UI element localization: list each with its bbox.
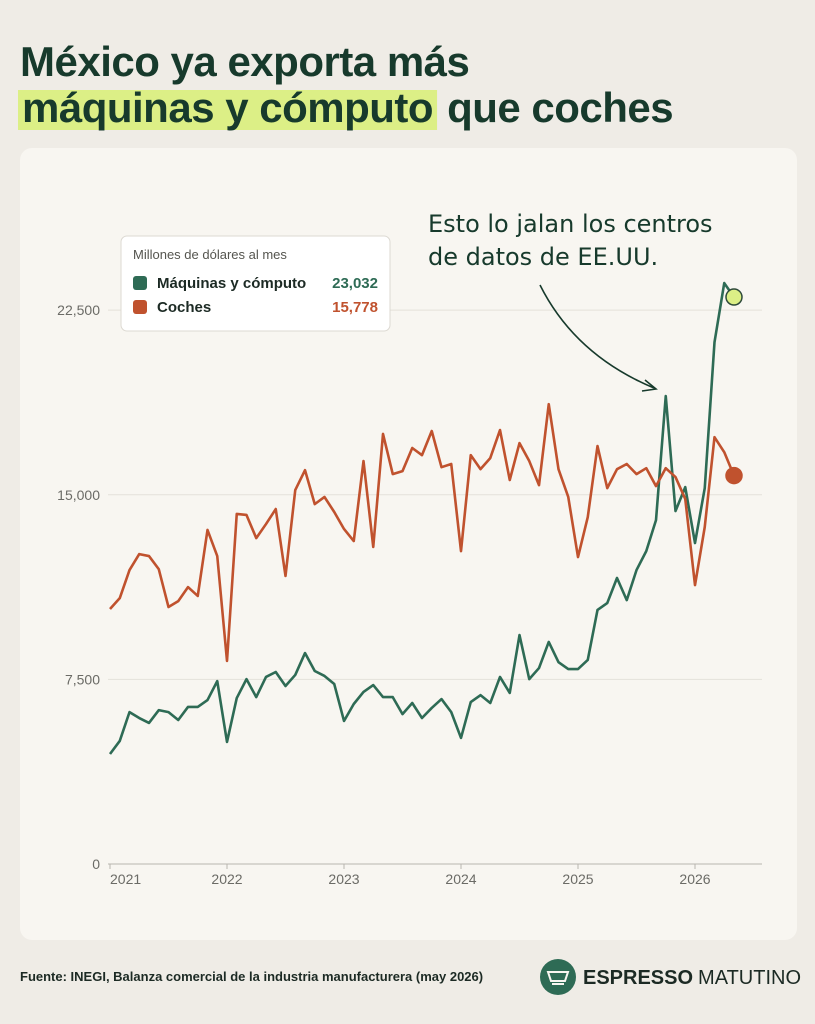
x-tick-label: 2026	[679, 871, 710, 887]
title-highlight-text: máquinas y cómputo	[22, 84, 433, 131]
legend-value: 15,778	[332, 299, 378, 316]
brand: ESPRESSO	[583, 967, 693, 989]
y-tick-label: 7,500	[65, 671, 100, 687]
legend-swatch	[133, 300, 147, 314]
annotation-arrowhead	[641, 379, 658, 392]
annotation-arrow	[539, 284, 655, 389]
title-highlight	[18, 90, 438, 130]
annotation: de datos de EE.UU.	[428, 243, 658, 271]
logo-cup	[546, 971, 570, 985]
legend-title: Millones de dólares al mes	[133, 247, 287, 262]
chart-card	[20, 148, 797, 940]
y-tick-label: 0	[92, 856, 100, 872]
title-line: México ya exporta más	[20, 38, 469, 85]
brand: MATUTINO	[698, 967, 801, 989]
y-tick-label: 22,500	[57, 302, 100, 318]
x-tick-label: 2023	[328, 871, 359, 887]
title-rest: que coches	[447, 84, 673, 131]
x-tick-label: 2021	[110, 871, 141, 887]
legend-value: 23,032	[332, 275, 378, 292]
legend-box	[120, 235, 391, 332]
series-line	[109, 402, 736, 663]
y-tick-label: 15,000	[57, 487, 100, 503]
annotation: Esto lo jalan los centros	[428, 210, 713, 238]
x-tick-label: 2025	[562, 871, 593, 887]
end-marker	[725, 288, 743, 306]
plot: 0 7,500 15,000 22,500 2021 2022 2023 2024 2025 20…	[57, 281, 762, 887]
legend-label: Máquinas y cómputo	[157, 275, 306, 292]
logo	[540, 959, 576, 995]
source: Fuente: INEGI, Balanza comercial de la i…	[20, 969, 483, 984]
end-marker	[725, 466, 743, 485]
legend-label: Coches	[157, 299, 211, 316]
series-line	[108, 281, 736, 755]
x-tick-label: 2024	[445, 871, 476, 887]
legend-swatch	[133, 276, 147, 290]
x-tick-label: 2022	[211, 871, 242, 887]
